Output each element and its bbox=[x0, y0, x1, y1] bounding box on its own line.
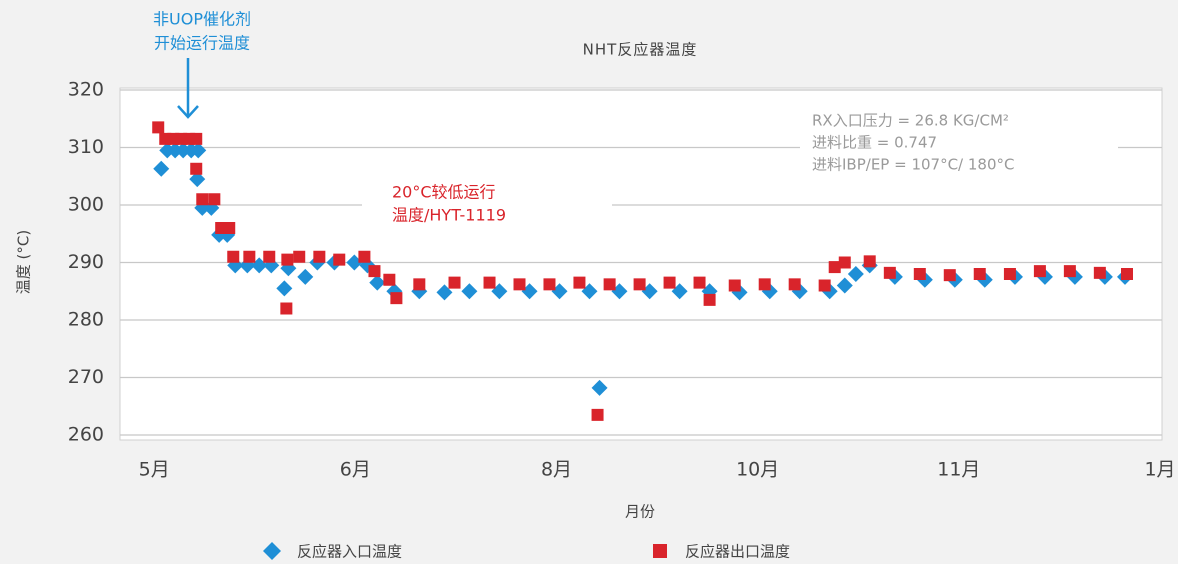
x-tick-label: 11月 bbox=[937, 459, 980, 481]
data-point bbox=[543, 278, 556, 291]
data-point bbox=[641, 283, 658, 300]
data-point bbox=[603, 278, 616, 291]
data-point bbox=[913, 268, 926, 280]
data-point bbox=[863, 255, 876, 268]
data-point bbox=[189, 171, 206, 188]
data-point bbox=[368, 265, 381, 278]
data-point bbox=[883, 266, 896, 279]
data-point bbox=[521, 283, 538, 300]
data-point bbox=[346, 254, 363, 271]
data-point bbox=[208, 193, 221, 206]
data-point bbox=[280, 302, 293, 315]
marks bbox=[152, 121, 1133, 421]
x-axis-label: 月份 bbox=[625, 503, 655, 521]
data-point bbox=[333, 253, 346, 266]
data-point bbox=[973, 268, 986, 280]
data-point bbox=[836, 277, 853, 294]
data-point bbox=[436, 284, 453, 301]
data-point bbox=[281, 253, 294, 266]
y-tick-label: 310 bbox=[68, 136, 104, 158]
data-point bbox=[551, 283, 568, 300]
data-point bbox=[483, 276, 496, 289]
data-point bbox=[152, 121, 165, 134]
data-point bbox=[293, 250, 306, 263]
data-point bbox=[513, 278, 526, 291]
y-tick-label: 260 bbox=[68, 424, 104, 446]
data-point bbox=[1093, 266, 1106, 279]
annotation-text: RX入口压力 = 26.8 KG/CM² bbox=[812, 112, 1009, 130]
data-point bbox=[633, 278, 646, 291]
data-point bbox=[1033, 265, 1046, 278]
legend-marker bbox=[263, 542, 281, 560]
data-point bbox=[788, 278, 801, 291]
annotation-text: 进料IBP/EP = 107°C/ 180°C bbox=[812, 156, 1014, 174]
data-point bbox=[448, 276, 461, 289]
x-tick-label: 1月 bbox=[1144, 459, 1175, 481]
data-point bbox=[693, 276, 706, 289]
annotation-arrow bbox=[177, 105, 199, 119]
legend-marker bbox=[653, 544, 667, 558]
annotation-text: 非UOP催化剂 bbox=[153, 10, 251, 29]
data-point bbox=[703, 293, 716, 306]
annotation-backing bbox=[800, 110, 1118, 182]
annotation-text: 20°C较低运行 bbox=[392, 183, 496, 202]
data-point bbox=[1003, 268, 1016, 280]
data-point bbox=[227, 250, 240, 263]
y-tick-label: 300 bbox=[68, 194, 104, 216]
data-point bbox=[413, 278, 426, 291]
data-point bbox=[276, 280, 293, 297]
data-point bbox=[196, 193, 209, 206]
data-point bbox=[383, 273, 396, 286]
legend-label: 反应器出口温度 bbox=[685, 543, 790, 561]
data-point bbox=[1063, 265, 1076, 278]
data-point bbox=[818, 279, 831, 292]
data-point bbox=[828, 261, 841, 274]
data-point bbox=[153, 160, 170, 177]
y-tick-label: 270 bbox=[68, 366, 104, 388]
annotation-text: 进料比重 = 0.747 bbox=[812, 134, 937, 152]
data-point bbox=[591, 379, 608, 396]
x-tick-label: 5月 bbox=[139, 459, 170, 481]
data-point bbox=[591, 408, 604, 421]
y-axis-label: 温度 (°C) bbox=[15, 230, 33, 294]
data-point bbox=[190, 142, 207, 159]
y-tick-label: 280 bbox=[68, 309, 104, 331]
data-point bbox=[1120, 268, 1133, 280]
data-point bbox=[390, 292, 403, 305]
legend-label: 反应器入口温度 bbox=[297, 543, 402, 561]
data-point bbox=[190, 162, 203, 175]
annotation-text: 温度/HYT-1119 bbox=[392, 206, 506, 225]
data-point bbox=[175, 142, 192, 159]
data-point bbox=[369, 274, 386, 291]
data-point bbox=[358, 250, 371, 263]
data-point bbox=[581, 283, 598, 300]
data-point bbox=[728, 279, 741, 292]
chart-title: NHT反应器温度 bbox=[583, 41, 698, 59]
data-point bbox=[263, 250, 276, 263]
data-point bbox=[671, 283, 688, 300]
data-point bbox=[223, 222, 236, 234]
data-point bbox=[663, 276, 676, 289]
annotation-text: 开始运行温度 bbox=[154, 34, 250, 53]
data-point bbox=[461, 283, 478, 300]
x-tick-label: 8月 bbox=[541, 459, 572, 481]
data-point bbox=[838, 256, 851, 269]
data-point bbox=[573, 276, 586, 289]
y-tick-label: 290 bbox=[68, 251, 104, 273]
x-tick-label: 6月 bbox=[340, 459, 371, 481]
data-point bbox=[297, 268, 314, 285]
x-tick-label: 10月 bbox=[736, 459, 779, 481]
data-point bbox=[943, 269, 956, 282]
annotation-backing bbox=[362, 182, 612, 232]
data-point bbox=[758, 278, 771, 291]
data-point bbox=[243, 250, 256, 263]
data-point bbox=[167, 142, 184, 159]
data-point bbox=[190, 132, 203, 145]
data-point bbox=[313, 250, 326, 263]
y-tick-label: 320 bbox=[68, 79, 104, 101]
data-point bbox=[847, 266, 864, 282]
